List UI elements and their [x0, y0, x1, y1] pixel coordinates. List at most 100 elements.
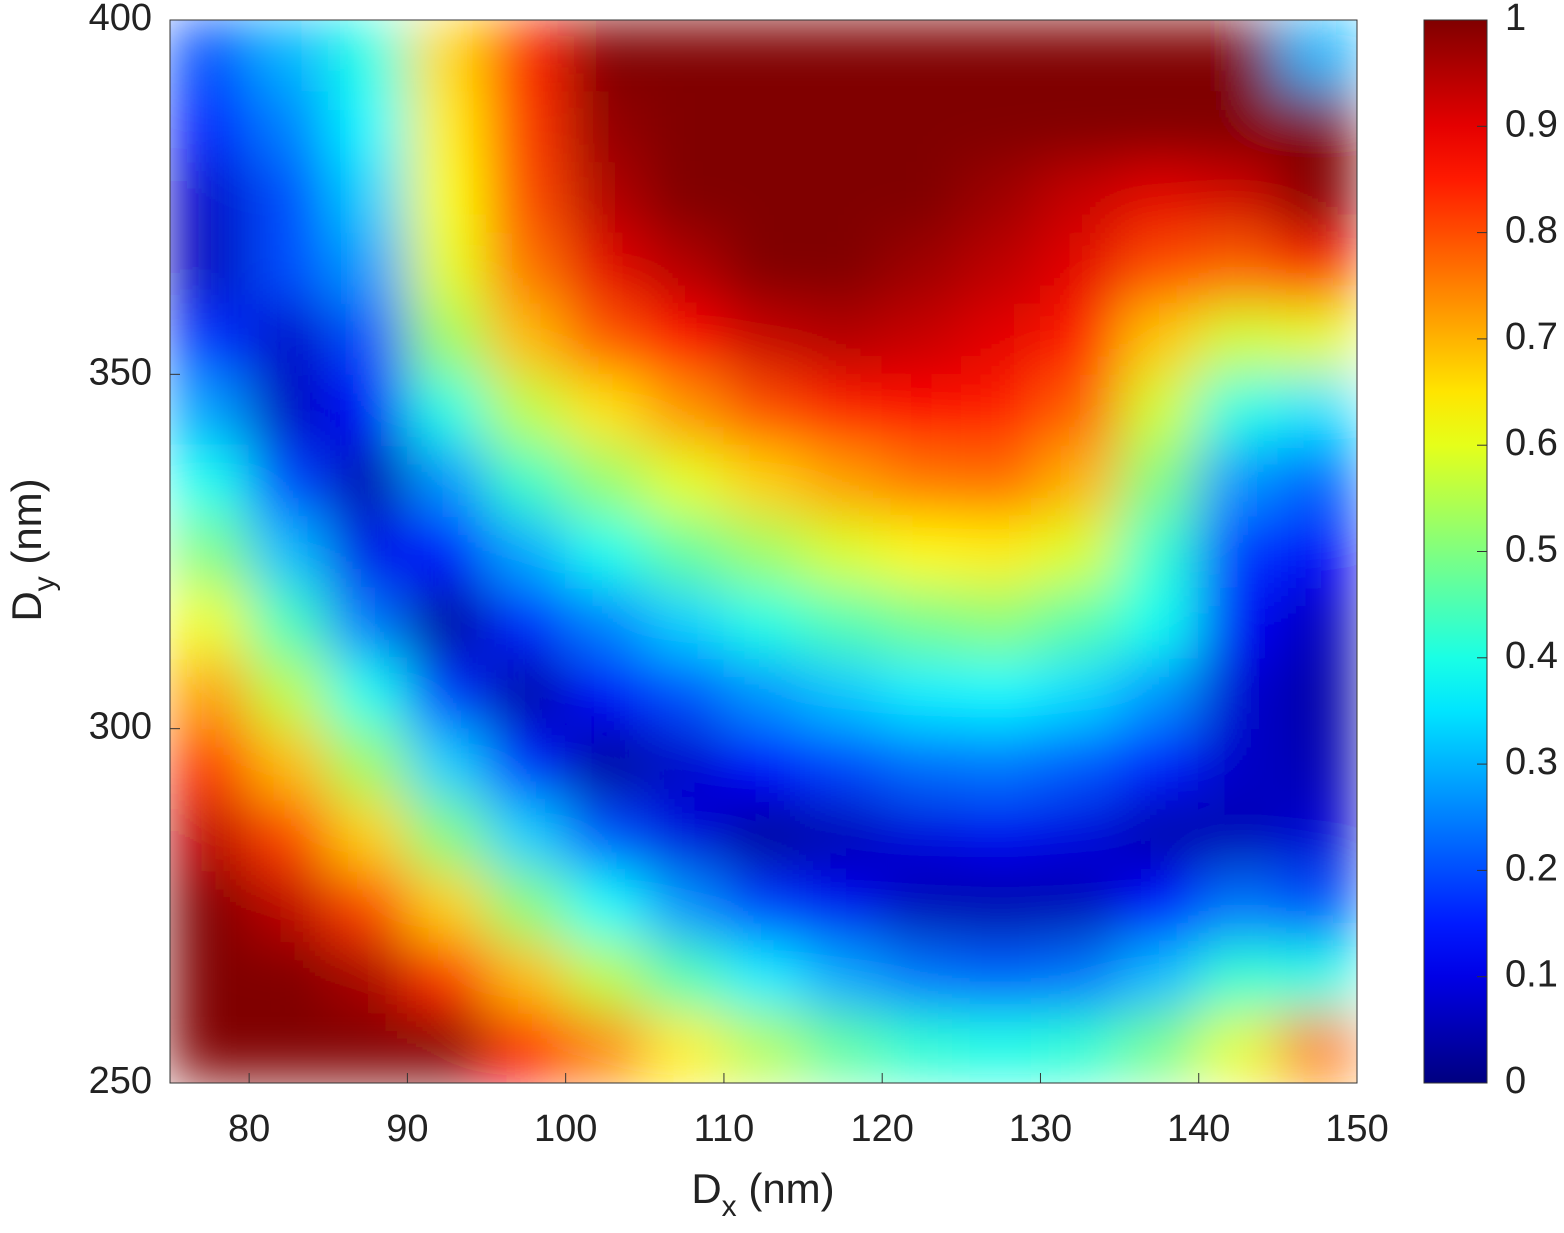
heat-cell	[565, 515, 646, 588]
heat-cell	[1277, 444, 1357, 517]
colorbar-tick-label: 0	[1505, 1060, 1526, 1102]
heat-cell	[1039, 90, 1121, 163]
heat-cell	[644, 586, 725, 659]
heat-cell	[644, 728, 725, 801]
heat-cell	[486, 302, 567, 375]
heat-cell	[1119, 20, 1200, 92]
heat-cell	[1039, 799, 1121, 871]
heat-cell	[565, 586, 646, 659]
heat-cell	[723, 161, 804, 234]
heat-cell	[881, 161, 962, 234]
heat-cell	[802, 515, 883, 588]
heat-cell	[802, 940, 883, 1013]
heat-cell	[1277, 586, 1357, 659]
heat-cell	[1277, 657, 1357, 730]
heat-cell	[1198, 302, 1279, 375]
heat-cell	[644, 515, 725, 588]
heat-cell	[1277, 161, 1357, 234]
heat-cell	[1198, 799, 1279, 871]
colorbar-tick-label: 0.9	[1505, 103, 1558, 145]
heat-cell	[644, 20, 725, 92]
heat-cell	[960, 90, 1041, 163]
y-label-sub: y	[28, 576, 61, 591]
y-tick-label: 250	[89, 1060, 152, 1102]
heat-cell	[406, 869, 488, 942]
heat-cell	[723, 940, 804, 1013]
heat-cell	[1039, 444, 1121, 517]
heat-cell	[1277, 373, 1357, 446]
heat-cell	[170, 373, 250, 446]
heat-cell	[802, 728, 883, 801]
colorbar	[1423, 19, 1488, 1084]
heat-cell	[565, 161, 646, 234]
heat-cell	[565, 869, 646, 942]
heat-cell	[1277, 232, 1357, 304]
heat-cell	[565, 728, 646, 801]
colorbar-tick-label: 0.5	[1505, 529, 1558, 571]
heat-cell	[881, 373, 962, 446]
heat-cell	[960, 373, 1041, 446]
heat-cell	[960, 799, 1041, 871]
heat-cell	[327, 869, 408, 942]
x-tick-label: 110	[694, 1108, 755, 1150]
heat-cell	[881, 90, 962, 163]
heat-cell	[327, 586, 408, 659]
heat-cell	[723, 657, 804, 730]
heat-cell	[881, 799, 962, 871]
heat-cell	[248, 515, 329, 588]
heat-cell	[960, 1011, 1041, 1083]
heat-cell	[802, 161, 883, 234]
heat-cell	[881, 232, 962, 304]
x-tick-label: 150	[1325, 1108, 1388, 1150]
heat-cell	[248, 728, 329, 801]
heat-cell	[327, 90, 408, 163]
heat-cell	[170, 444, 250, 517]
heat-cell	[1119, 90, 1200, 163]
heat-cell	[406, 799, 488, 871]
heat-cell	[1277, 20, 1357, 92]
heat-cell	[644, 373, 725, 446]
heat-cell	[327, 232, 408, 304]
heat-cell	[1119, 515, 1200, 588]
heat-cell	[1198, 1011, 1279, 1083]
heat-cell	[1277, 940, 1357, 1013]
heat-cell	[960, 444, 1041, 517]
heat-cell	[170, 90, 250, 163]
heat-cell	[723, 90, 804, 163]
heat-cell	[248, 90, 329, 163]
heat-cell	[723, 232, 804, 304]
heat-cell	[327, 799, 408, 871]
heat-cell	[565, 90, 646, 163]
heat-cell	[327, 657, 408, 730]
heat-cell	[486, 90, 567, 163]
heat-cell	[406, 232, 488, 304]
plot-frame	[169, 19, 1358, 1084]
x-tick-label: 140	[1167, 1108, 1230, 1150]
x-tick-label: 130	[1009, 1108, 1072, 1150]
heat-cell	[723, 515, 804, 588]
heat-cell	[802, 90, 883, 163]
x-label-main: D	[691, 1165, 721, 1212]
heat-cell	[960, 586, 1041, 659]
heat-cell	[1039, 586, 1121, 659]
heat-cell	[881, 869, 962, 942]
heat-cell	[248, 869, 329, 942]
heat-cell	[486, 657, 567, 730]
heat-cell	[1039, 20, 1121, 92]
heat-cell	[644, 799, 725, 871]
heat-cell	[881, 728, 962, 801]
heat-cell	[1119, 232, 1200, 304]
colorbar-tick-label: 0.1	[1505, 954, 1558, 996]
heat-cell	[1119, 373, 1200, 446]
heat-cell	[170, 1011, 250, 1083]
heat-cell	[802, 20, 883, 92]
heat-cell	[565, 799, 646, 871]
heat-cell	[486, 232, 567, 304]
heat-cell	[486, 444, 567, 517]
heat-cell	[406, 1011, 488, 1083]
heat-cell	[565, 373, 646, 446]
heat-cell	[960, 232, 1041, 304]
colorbar-tick-label: 0.2	[1505, 847, 1558, 889]
heat-cell	[802, 373, 883, 446]
